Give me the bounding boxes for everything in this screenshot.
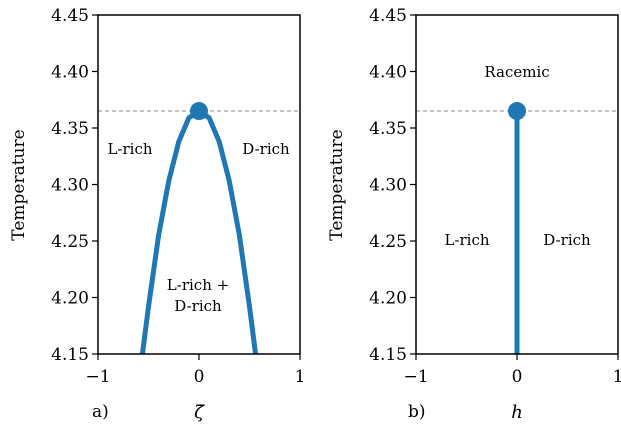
panel-label-a: a): [92, 402, 109, 422]
y-tick-label: 4.45: [369, 6, 407, 26]
x-tick-label: −1: [85, 367, 110, 387]
x-tick-label: −1: [403, 367, 428, 387]
critical-point-marker: [508, 102, 526, 121]
annotation-racemic: Racemic: [484, 63, 549, 81]
phase-boundary-curve: [139, 108, 259, 355]
y-tick-label: 4.35: [51, 119, 89, 139]
x-tick-label: 0: [512, 367, 523, 387]
annotation-d-rich-lower: D-rich: [174, 297, 222, 315]
y-tick-label: 4.30: [369, 176, 407, 196]
y-tick-label: 4.40: [369, 63, 407, 83]
panel-a-chart: 4.15 4.20 4.25 4.30 4.35 4.40 4.45 −1 0 1 L-rich…: [9, 6, 305, 423]
panel-label-b: b): [408, 402, 426, 422]
annotation-l-rich: L-rich: [444, 231, 489, 249]
y-axis-label: Temperature: [9, 129, 29, 240]
y-tick-label: 4.15: [51, 345, 89, 365]
x-axis-label: h: [511, 402, 523, 423]
x-axis-label: ζ̄: [194, 402, 205, 423]
annotation-d-rich: D-rich: [543, 231, 591, 249]
y-tick-label: 4.25: [51, 232, 89, 252]
y-tick-label: 4.20: [369, 289, 407, 309]
annotation-d-rich: D-rich: [242, 140, 290, 158]
critical-point-marker: [190, 102, 208, 121]
y-tick-label: 4.40: [51, 63, 89, 83]
panel-b-chart: 4.15 4.20 4.25 4.30 4.35 4.40 4.45 −1 0 1 Racemi…: [327, 6, 621, 423]
y-tick-label: 4.25: [369, 232, 407, 252]
annotation-l-rich: L-rich: [107, 140, 152, 158]
x-tick-label: 0: [194, 367, 205, 387]
x-tick-label: 1: [613, 367, 621, 387]
y-tick-label: 4.45: [51, 6, 89, 26]
y-tick-label: 4.15: [369, 345, 407, 365]
annotation-l-rich-plus: L-rich +: [167, 276, 229, 294]
x-tick-label: 1: [295, 367, 306, 387]
y-tick-label: 4.35: [369, 119, 407, 139]
y-axis-label: Temperature: [327, 129, 347, 240]
y-tick-label: 4.30: [51, 176, 89, 196]
y-tick-label: 4.20: [51, 289, 89, 309]
